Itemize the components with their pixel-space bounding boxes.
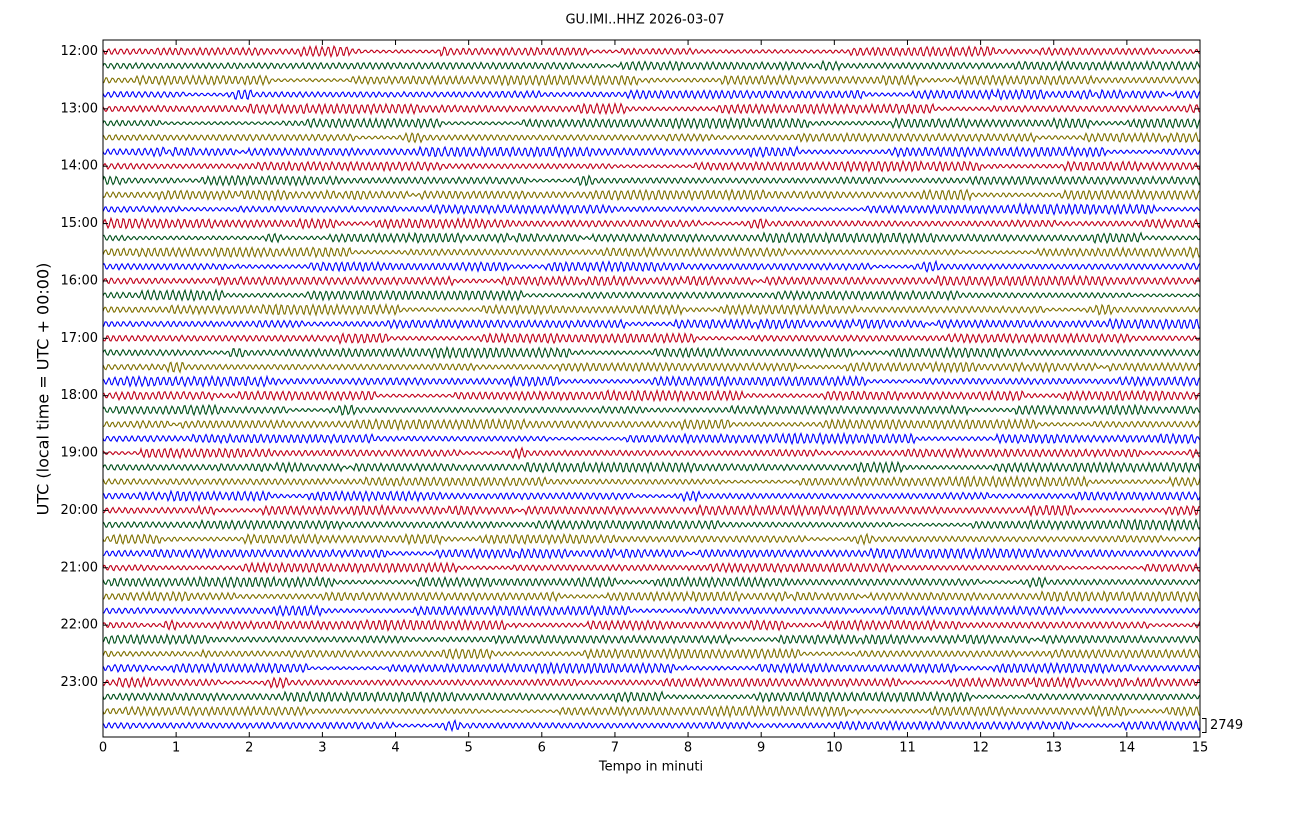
x-tick-label: 5 — [465, 741, 473, 756]
x-tick-label: 2 — [245, 741, 253, 756]
y-tick-label: 14:00 — [61, 159, 98, 174]
trace — [102, 403, 1201, 417]
trace — [102, 546, 1201, 561]
x-tick-label: 3 — [318, 741, 326, 756]
x-tick-label: 4 — [391, 741, 399, 756]
trace — [102, 360, 1201, 374]
trace — [102, 460, 1201, 475]
scale-label: 2749 — [1210, 718, 1243, 733]
x-tick-label: 1 — [172, 741, 180, 756]
trace — [102, 719, 1201, 733]
y-tick-label: 20:00 — [61, 503, 98, 518]
x-axis-label: Tempo in minuti — [598, 760, 703, 775]
scale-bar — [1202, 718, 1207, 734]
y-tick-label: 16:00 — [61, 273, 98, 288]
y-tick-label: 23:00 — [61, 675, 98, 690]
x-tick-label: 6 — [538, 741, 546, 756]
trace — [102, 647, 1201, 661]
trace — [102, 604, 1201, 618]
y-tick-label: 12:00 — [61, 44, 98, 59]
y-tick-label: 22:00 — [61, 618, 98, 633]
x-tick-label: 13 — [1045, 741, 1062, 756]
trace — [102, 216, 1201, 230]
trace — [102, 474, 1201, 489]
x-tick-label: 7 — [611, 741, 619, 756]
x-tick-label: 9 — [757, 741, 765, 756]
trace — [102, 446, 1201, 461]
plot-frame — [102, 39, 1201, 738]
y-tick-label: 19:00 — [61, 446, 98, 461]
trace — [102, 174, 1201, 187]
trace — [102, 202, 1201, 216]
x-tick-label: 15 — [1192, 741, 1209, 756]
trace — [102, 345, 1201, 360]
trace — [102, 159, 1201, 173]
trace — [102, 503, 1201, 518]
x-tick-label: 11 — [899, 741, 916, 756]
y-tick-label: 13:00 — [61, 101, 98, 116]
trace — [102, 116, 1201, 130]
y-tick-label: 18:00 — [61, 388, 98, 403]
trace — [102, 101, 1201, 116]
trace — [102, 246, 1201, 259]
trace — [102, 231, 1201, 245]
trace — [102, 661, 1201, 675]
y-tick-label: 17:00 — [61, 331, 98, 346]
trace — [102, 675, 1201, 690]
trace — [102, 374, 1201, 389]
trace — [102, 288, 1201, 302]
trace — [102, 690, 1201, 704]
trace — [102, 302, 1201, 317]
x-tick-label: 14 — [1119, 741, 1136, 756]
trace — [102, 518, 1201, 532]
x-tick-label: 0 — [99, 741, 107, 756]
trace — [102, 704, 1201, 719]
y-tick-label: 21:00 — [61, 560, 98, 575]
y-tick-label: 15:00 — [61, 216, 98, 231]
trace — [102, 618, 1201, 632]
traces — [102, 44, 1201, 733]
trace — [102, 633, 1201, 646]
x-tick-label: 8 — [684, 741, 692, 756]
x-tick-label: 10 — [826, 741, 843, 756]
x-tick-label: 12 — [972, 741, 989, 756]
trace — [102, 44, 1201, 59]
trace — [102, 561, 1201, 574]
trace — [102, 73, 1201, 88]
chart-title: GU.IMI..HHZ 2026-03-07 — [565, 13, 724, 28]
trace — [102, 489, 1201, 503]
trace — [102, 145, 1201, 159]
trace — [102, 259, 1201, 273]
trace — [102, 274, 1201, 287]
trace — [102, 590, 1201, 603]
trace — [102, 59, 1201, 72]
trace — [102, 431, 1201, 446]
trace — [102, 575, 1201, 589]
trace — [102, 388, 1201, 403]
trace — [102, 532, 1201, 546]
y-axis-label: UTC (local time = UTC + 00:00) — [34, 263, 53, 516]
trace — [102, 332, 1201, 346]
trace — [102, 188, 1201, 202]
trace — [102, 131, 1201, 144]
trace — [102, 317, 1201, 331]
trace — [102, 417, 1201, 432]
trace — [102, 87, 1201, 101]
